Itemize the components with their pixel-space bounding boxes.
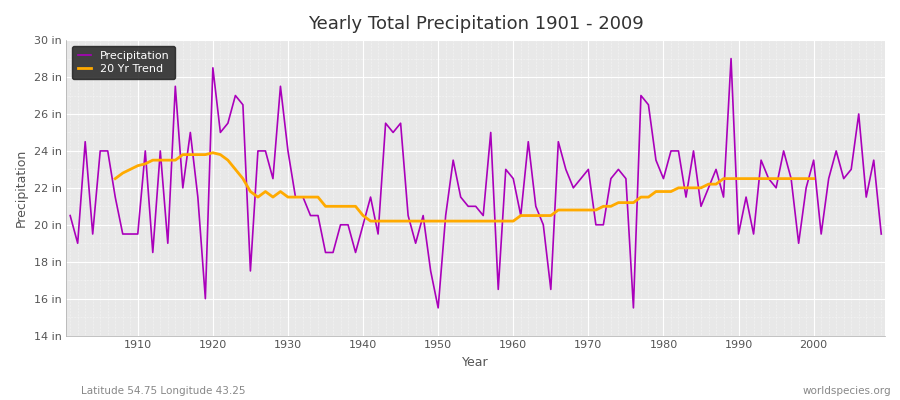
Precipitation	[65, 213, 76, 218]
Line: Precipitation: Precipitation	[70, 58, 881, 308]
20 Yr Trend	[110, 176, 121, 181]
Precipitation	[335, 222, 346, 227]
20 Yr Trend	[238, 176, 248, 181]
20 Yr Trend	[418, 219, 428, 224]
Precipitation	[290, 195, 301, 200]
Line: 20 Yr Trend: 20 Yr Trend	[115, 153, 814, 221]
Text: Latitude 54.75 Longitude 43.25: Latitude 54.75 Longitude 43.25	[81, 386, 246, 396]
Precipitation	[508, 176, 518, 181]
Legend: Precipitation, 20 Yr Trend: Precipitation, 20 Yr Trend	[72, 46, 176, 79]
20 Yr Trend	[651, 189, 661, 194]
Precipitation	[125, 232, 136, 236]
Precipitation	[516, 213, 526, 218]
Precipitation	[725, 56, 736, 61]
X-axis label: Year: Year	[463, 356, 489, 369]
20 Yr Trend	[298, 195, 309, 200]
Y-axis label: Precipitation: Precipitation	[15, 149, 28, 227]
20 Yr Trend	[208, 150, 219, 155]
20 Yr Trend	[808, 176, 819, 181]
Title: Yearly Total Precipitation 1901 - 2009: Yearly Total Precipitation 1901 - 2009	[308, 15, 644, 33]
Precipitation	[606, 176, 616, 181]
Precipitation	[876, 232, 886, 236]
20 Yr Trend	[395, 219, 406, 224]
20 Yr Trend	[365, 219, 376, 224]
Text: worldspecies.org: worldspecies.org	[803, 386, 891, 396]
20 Yr Trend	[545, 213, 556, 218]
Precipitation	[433, 306, 444, 310]
